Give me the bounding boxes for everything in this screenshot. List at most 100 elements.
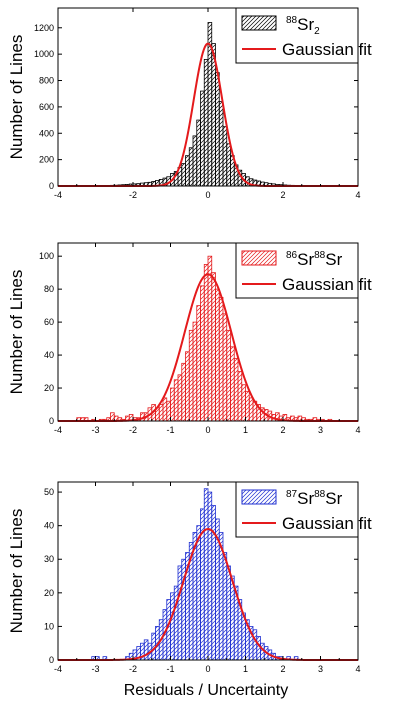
histogram-bar — [203, 59, 209, 187]
y-tick-label: 50 — [44, 487, 54, 497]
histogram-bar — [226, 143, 231, 187]
x-tick-label: 1 — [243, 664, 248, 674]
histogram-bar — [143, 639, 149, 661]
x-axis-label: Residuals / Uncertainty — [124, 682, 289, 699]
legend-element-2: Sr — [325, 250, 342, 269]
histogram-bar — [226, 565, 231, 661]
x-tick-label: -2 — [129, 425, 137, 435]
x-tick-label: -4 — [54, 664, 62, 674]
legend-element-2: Sr — [325, 489, 342, 508]
x-tick-label: 4 — [355, 664, 360, 674]
histogram-bar — [110, 412, 115, 422]
histogram-bar — [215, 72, 220, 187]
legend-fit-label: Gaussian fit — [282, 275, 372, 294]
histogram-bar — [188, 147, 194, 187]
histogram-bar — [192, 135, 198, 187]
histogram-bar — [237, 371, 243, 422]
x-tick-label: 2 — [280, 190, 285, 200]
legend-isotope-sup-2: 88 — [314, 250, 326, 261]
legend-element-1: Sr — [297, 250, 314, 269]
histogram-bar — [203, 488, 209, 661]
x-tick-label: 2 — [280, 425, 285, 435]
y-tick-label: 80 — [44, 284, 54, 294]
histogram-bar — [162, 397, 168, 422]
legend-fit-label: Gaussian fit — [282, 40, 372, 59]
histogram-bar — [248, 397, 254, 422]
histogram-bar — [222, 126, 228, 187]
histogram-bar — [207, 255, 213, 422]
histogram-bar — [245, 390, 250, 422]
histogram-bar — [218, 101, 224, 187]
legend-87sr88sr: 87Sr88Sr Gaussian fit — [235, 481, 372, 538]
histogram-bar — [215, 288, 220, 422]
histogram-bar — [192, 321, 198, 422]
y-tick-label: 600 — [39, 102, 54, 112]
legend-fit-label: Gaussian fit — [282, 514, 372, 533]
y-axis-label-88sr2: Number of Lines — [7, 35, 26, 160]
histogram-bar — [211, 272, 216, 422]
histogram-bar — [181, 362, 186, 422]
legend-isotope-sup: 88 — [286, 15, 298, 26]
histogram-bar — [177, 374, 183, 422]
histogram-bar — [170, 592, 175, 661]
y-tick-label: 40 — [44, 350, 54, 360]
histogram-bar — [196, 119, 201, 187]
histogram-bar — [226, 329, 231, 422]
x-tick-label: 4 — [355, 190, 360, 200]
x-tick-label: -4 — [54, 190, 62, 200]
x-tick-label: 0 — [205, 190, 210, 200]
histogram-bar — [188, 329, 194, 422]
y-tick-label: 40 — [44, 521, 54, 531]
histogram-bar — [203, 264, 209, 422]
legend-88sr2: 88Sr2 Gaussian fit — [235, 7, 372, 64]
histogram-bar — [211, 505, 216, 661]
y-tick-label: 1200 — [34, 23, 54, 33]
histogram-bar — [177, 565, 183, 661]
histogram-bar — [233, 357, 239, 422]
x-tick-label: 1 — [243, 425, 248, 435]
histogram-bar — [222, 552, 228, 661]
legend-element: Sr — [297, 15, 314, 34]
x-tick-label: -3 — [91, 664, 99, 674]
histogram-bar — [200, 90, 205, 187]
histogram-bar — [181, 163, 186, 187]
bar-series-87sr88sr — [91, 488, 299, 661]
y-tick-label: 0 — [49, 416, 54, 426]
legend-label-87sr88sr: 87Sr88Sr — [286, 489, 343, 508]
legend-isotope-sup-2: 88 — [314, 489, 326, 500]
y-tick-label: 1000 — [34, 49, 54, 59]
x-tick-label: -4 — [54, 425, 62, 435]
y-tick-label: 20 — [44, 588, 54, 598]
legend-isotope-sup-1: 86 — [286, 250, 298, 261]
histogram-bar — [218, 296, 224, 422]
y-tick-label: 200 — [39, 155, 54, 165]
histogram-bar — [185, 351, 190, 422]
histogram-bar — [230, 346, 235, 422]
legend-label-88sr2: 88Sr2 — [286, 15, 320, 37]
y-tick-label: 0 — [49, 655, 54, 665]
x-tick-label: 3 — [318, 664, 323, 674]
histogram-bar — [200, 285, 205, 422]
legend-swatch-86sr88sr — [241, 250, 277, 266]
y-tick-label: 60 — [44, 317, 54, 327]
histogram-bar — [185, 155, 190, 187]
legend-86sr88sr: 86Sr88Sr Gaussian fit — [235, 242, 372, 299]
x-tick-label: -2 — [129, 664, 137, 674]
x-tick-label: 3 — [318, 425, 323, 435]
x-tick-label: -1 — [166, 664, 174, 674]
legend-subscript: 2 — [314, 26, 320, 37]
legend-element-1: Sr — [297, 489, 314, 508]
y-tick-label: 0 — [49, 181, 54, 191]
histogram-bar — [207, 491, 213, 661]
histogram-bar — [211, 43, 216, 187]
legend-swatch-87sr88sr — [241, 489, 277, 505]
histogram-bar — [196, 305, 201, 422]
histogram-bar — [173, 379, 179, 422]
histogram-bar — [252, 629, 258, 661]
histogram-bar — [256, 636, 261, 661]
histogram-bar — [170, 387, 175, 422]
y-tick-label: 800 — [39, 76, 54, 86]
